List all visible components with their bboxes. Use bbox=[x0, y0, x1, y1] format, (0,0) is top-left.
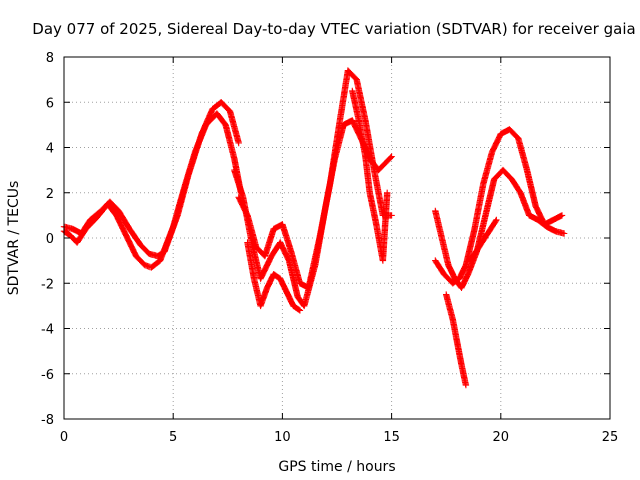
series-track-d bbox=[235, 67, 395, 291]
series-markers bbox=[432, 126, 566, 287]
series-track-f bbox=[349, 87, 391, 264]
chart-title: Day 077 of 2025, Sidereal Day-to-day VTE… bbox=[32, 20, 635, 38]
tick-layer: 0 5 10 15 20 25 -8 -6 -4 -2 0 2 4 6 8 bbox=[41, 51, 618, 445]
series-markers bbox=[349, 87, 391, 264]
y-tick-label: 4 bbox=[46, 142, 54, 157]
y-tick-label: -6 bbox=[41, 368, 54, 383]
series-track-e bbox=[244, 239, 304, 314]
series-track-g bbox=[432, 166, 568, 291]
series-markers bbox=[443, 291, 470, 389]
y-tick-label: -8 bbox=[41, 413, 54, 428]
series-markers bbox=[244, 239, 304, 314]
y-tick-label: 0 bbox=[46, 232, 54, 247]
x-tick-label: 0 bbox=[60, 430, 68, 445]
y-tick-label: 8 bbox=[46, 51, 54, 66]
x-tick-label: 20 bbox=[493, 430, 510, 445]
series-markers bbox=[60, 110, 245, 271]
series-markers bbox=[467, 216, 500, 264]
x-tick-label: 5 bbox=[169, 430, 177, 445]
x-axis-label: GPS time / hours bbox=[278, 459, 395, 475]
x-tick-label: 25 bbox=[602, 430, 619, 445]
data-layer bbox=[60, 67, 568, 389]
y-tick-label: 2 bbox=[46, 187, 54, 202]
series-track-i bbox=[443, 291, 470, 389]
x-tick-label: 15 bbox=[383, 430, 400, 445]
series-track-a bbox=[60, 110, 245, 271]
grid-layer bbox=[64, 57, 610, 419]
series-track-h bbox=[432, 126, 566, 287]
y-tick-label: -4 bbox=[41, 323, 54, 338]
y-tick-label: 6 bbox=[46, 96, 54, 111]
series-track-j bbox=[467, 216, 500, 264]
series-track-b bbox=[60, 99, 242, 260]
y-axis-label: SDTVAR / TECUs bbox=[6, 181, 22, 296]
x-tick-label: 10 bbox=[274, 430, 291, 445]
series-markers bbox=[60, 99, 242, 260]
series-markers bbox=[235, 67, 395, 291]
series-markers bbox=[432, 166, 568, 291]
y-tick-label: -2 bbox=[41, 277, 54, 292]
